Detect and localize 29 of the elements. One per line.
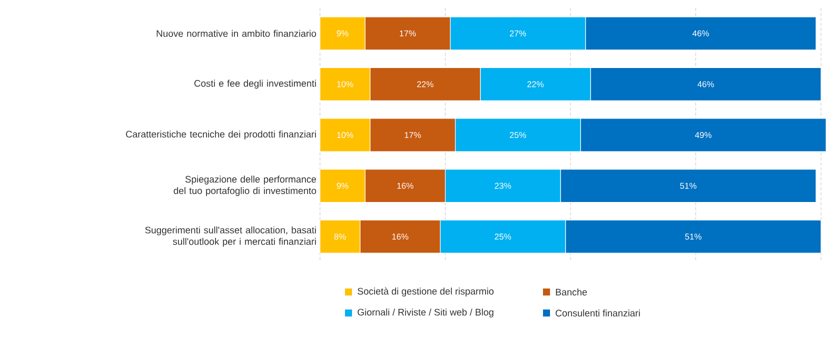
y-tick-label: Costi e fee degli investimenti [194,80,316,89]
data-label: 8% [334,234,346,240]
legend-label: Giornali / Riviste / Siti web / Blog [358,308,494,318]
y-tick-label: Suggerimenti sull'asset allocation, basati sull'outlook per i mercati finanziari [145,226,316,247]
legend-label: Consulenti finanziari [556,310,640,316]
data-label: 27% [510,30,526,36]
data-label: 17% [404,132,421,138]
legend-label: Banche [556,288,587,296]
data-label: 22% [417,81,434,88]
y-tick-label: Caratteristiche tecniche dei prodotti finanziari [126,130,316,140]
data-label: 49% [694,132,712,138]
data-label: 16% [397,182,414,189]
data-label: 9% [336,30,348,36]
data-label: 22% [527,81,544,88]
y-tick-label: Nuove normative in ambito finanziario [156,30,316,37]
data-label: 17% [400,30,416,36]
data-label: 46% [697,81,714,88]
data-label: 25% [510,132,526,138]
data-label: 16% [392,234,408,240]
data-label: 23% [494,182,512,189]
data-label: 46% [692,30,709,36]
data-label: 25% [494,234,512,240]
data-label: 51% [680,182,696,189]
data-label: 10% [337,81,354,88]
data-label: 51% [685,234,702,240]
legend-label: Società di gestione del risparmio [358,288,494,296]
data-label: 9% [336,182,348,189]
y-tick-label: Spiegazione delle performance del tuo portafoglio di investimento [174,176,316,196]
data-label: 10% [337,132,354,138]
